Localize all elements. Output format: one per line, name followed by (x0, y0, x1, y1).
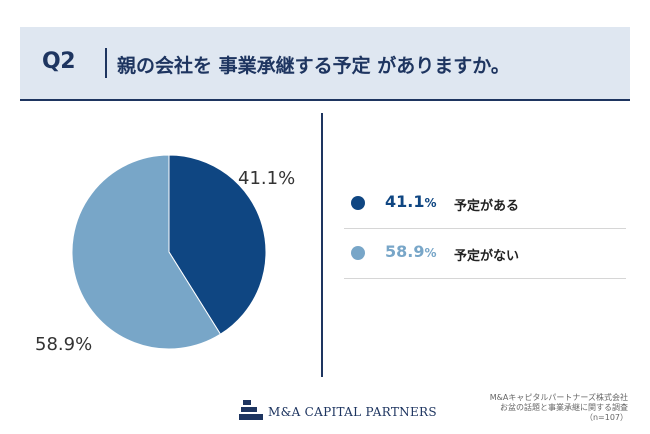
source-note: M&Aキャピタルパートナーズ株式会社 お盆の話題と事業承継に関する調査 （n=1… (490, 393, 628, 423)
company-logo-mark (239, 400, 263, 420)
legend-item-yes: 41.1% 予定がある (344, 180, 626, 229)
source-sample-size: （n=107） (584, 413, 628, 422)
header-separator (105, 48, 107, 78)
source-survey: お盆の話題と事業承継に関する調査 (500, 403, 628, 412)
legend-value-yes: 41.1% (385, 192, 437, 211)
data-label-no: 58.9% (35, 334, 93, 355)
legend-label-yes: 予定がある (454, 199, 520, 214)
question-title: 親の会社を 事業承継する予定 がありますか。 (117, 55, 510, 77)
pie-slice-no (71, 154, 222, 350)
legend-marker-yes (351, 196, 365, 210)
legend-value-no: 58.9% (385, 242, 437, 261)
legend-item-no: 58.9% 予定がない (344, 230, 626, 279)
company-logo-text: M&A CAPITAL PARTNERS (268, 405, 437, 419)
legend-marker-no (351, 246, 365, 260)
source-company: M&Aキャピタルパートナーズ株式会社 (489, 393, 628, 402)
question-number: Q2 (42, 49, 76, 74)
question-header: Q2 親の会社を 事業承継する予定 がありますか。 (20, 27, 630, 101)
data-label-yes: 41.1% (238, 168, 296, 189)
pie-slice-yes (168, 154, 267, 335)
vertical-divider (321, 113, 323, 377)
legend-label-no: 予定がない (454, 249, 520, 264)
